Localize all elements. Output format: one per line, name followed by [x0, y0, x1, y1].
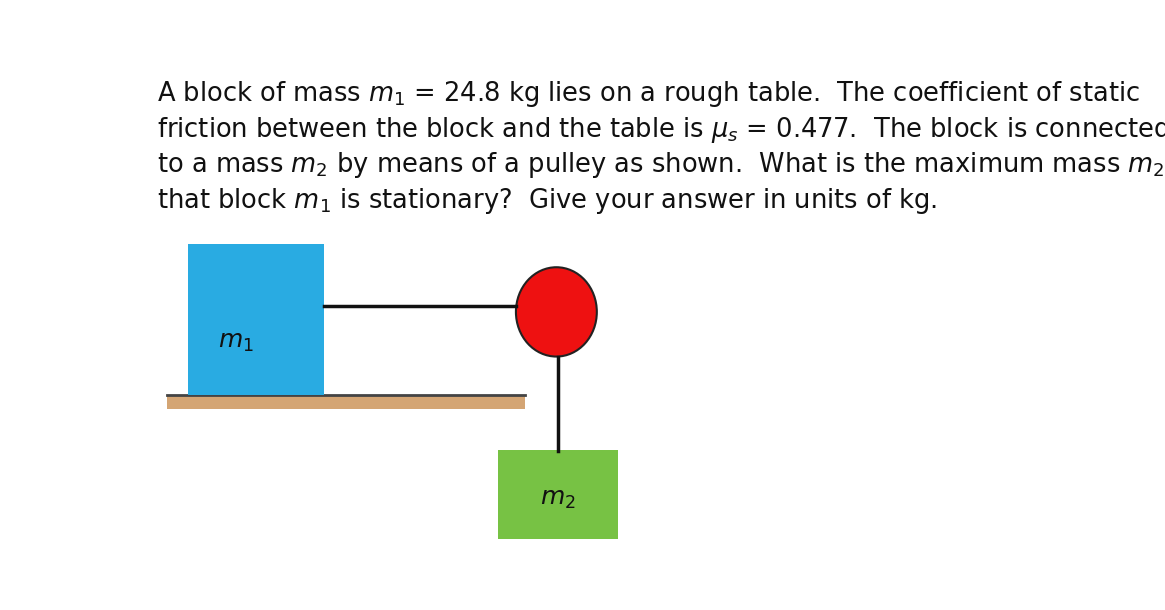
Text: friction between the block and the table is $\mu_s$ = 0.477.  The block is conne: friction between the block and the table… — [157, 115, 1165, 145]
Text: to a mass $m_2$ by means of a pulley as shown.  What is the maximum mass $m_2$ s: to a mass $m_2$ by means of a pulley as … — [157, 150, 1165, 180]
Bar — [168, 395, 525, 409]
Bar — [499, 451, 619, 539]
Text: that block $m_1$ is stationary?  Give your answer in units of kg.: that block $m_1$ is stationary? Give you… — [157, 185, 937, 215]
Text: $m_2$: $m_2$ — [541, 487, 577, 511]
Text: A block of mass $m_1$ = 24.8 kg lies on a rough table.  The coefficient of stati: A block of mass $m_1$ = 24.8 kg lies on … — [157, 79, 1141, 109]
Bar — [189, 244, 324, 395]
Ellipse shape — [516, 267, 596, 357]
Text: $m_1$: $m_1$ — [218, 330, 254, 354]
